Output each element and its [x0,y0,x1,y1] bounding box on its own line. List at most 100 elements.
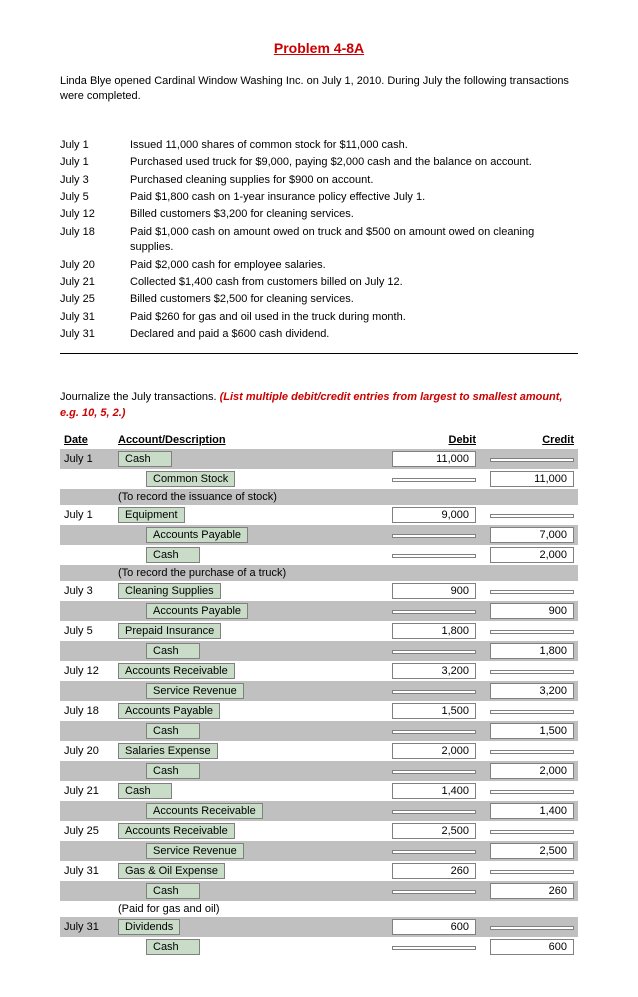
credit-value: 3,200 [490,683,574,699]
journal-row: July 18Accounts Payable 1,500 [60,701,578,721]
credit-value: 7,000 [490,527,574,543]
debit-value: 3,200 [392,663,476,679]
transaction-row: July 31Paid $260 for gas and oil used in… [60,309,578,326]
account-entry: Cash [146,883,200,899]
transactions-list: July 1Issued 11,000 shares of common sto… [60,137,578,344]
debit-value: 900 [392,583,476,599]
journal-credit: 2,000 [480,761,578,781]
credit-value: 1,400 [490,803,574,819]
journal-row: July 21Cash1,400 [60,781,578,801]
account-entry: Accounts Payable [118,703,220,719]
account-entry: Prepaid Insurance [118,623,221,639]
journal-credit [480,489,578,505]
transaction-text: Issued 11,000 shares of common stock for… [130,137,578,154]
debit-value [392,534,476,538]
journal-row: Service Revenue 3,200 [60,681,578,701]
credit-value: 600 [490,939,574,955]
col-date: Date [60,431,114,449]
journal-credit [480,861,578,881]
transaction-date: July 18 [60,224,130,257]
journal-debit: 3,200 [382,661,480,681]
journal-debit: 9,000 [382,505,480,525]
journal-date [60,469,114,489]
account-entry: Cash [146,723,200,739]
journal-credit [480,701,578,721]
journal-date [60,601,114,621]
journal-debit: 600 [382,917,480,937]
journal-credit: 3,200 [480,681,578,701]
journal-account: (To record the purchase of a truck) [114,565,382,581]
transaction-row: July 21Collected $1,400 cash from custom… [60,274,578,291]
journal-row: July 12Accounts Receivable3,200 [60,661,578,681]
journal-account: Service Revenue [114,681,382,701]
account-entry: Service Revenue [146,843,244,859]
journal-credit: 600 [480,937,578,957]
journal-date: July 5 [60,621,114,641]
journal-credit [480,901,578,917]
account-entry: Cleaning Supplies [118,583,221,599]
journal-debit [382,681,480,701]
account-entry: Cash [146,643,200,659]
account-entry: Common Stock [146,471,235,487]
journal-credit [480,741,578,761]
divider [60,353,578,354]
transaction-date: July 20 [60,257,130,274]
journal-account: (Paid for gas and oil) [114,901,382,917]
transaction-text: Collected $1,400 cash from customers bil… [130,274,578,291]
journal-credit: 2,500 [480,841,578,861]
debit-value [392,946,476,950]
transaction-date: July 1 [60,137,130,154]
account-entry: Cash [118,783,172,799]
credit-value: 1,500 [490,723,574,739]
credit-value: 1,800 [490,643,574,659]
journal-account: Cash [114,641,382,661]
journal-account: Equipment [114,505,382,525]
transaction-row: July 1Issued 11,000 shares of common sto… [60,137,578,154]
account-entry: Accounts Payable [146,603,248,619]
journal-debit [382,881,480,901]
journal-debit: 1,800 [382,621,480,641]
transaction-date: July 21 [60,274,130,291]
journal-date: July 31 [60,917,114,937]
debit-value [392,610,476,614]
journal-date [60,641,114,661]
journal-credit [480,781,578,801]
account-entry: Accounts Receivable [118,823,235,839]
debit-value [392,890,476,894]
account-entry: Accounts Receivable [146,803,263,819]
credit-value [490,670,574,674]
journal-row: Service Revenue 2,500 [60,841,578,861]
debit-value: 1,500 [392,703,476,719]
journal-account: Cash [114,881,382,901]
journal-date: July 1 [60,449,114,469]
journal-date: July 25 [60,821,114,841]
journal-debit [382,937,480,957]
journal-account: Common Stock [114,469,382,489]
account-entry: Dividends [118,919,180,935]
debit-value [392,770,476,774]
journal-credit: 260 [480,881,578,901]
credit-value [490,710,574,714]
debit-value [392,650,476,654]
journal-account: Accounts Payable [114,601,382,621]
transaction-row: July 20Paid $2,000 cash for employee sal… [60,257,578,274]
journal-credit: 900 [480,601,578,621]
journal-date: July 18 [60,701,114,721]
account-entry: Equipment [118,507,185,523]
journal-row: July 3Cleaning Supplies900 [60,581,578,601]
transaction-row: July 1Purchased used truck for $9,000, p… [60,154,578,171]
journal-row: Accounts Payable 900 [60,601,578,621]
journal-account: Accounts Payable [114,701,382,721]
journal-debit: 2,000 [382,741,480,761]
journal-credit [480,565,578,581]
journal-credit [480,821,578,841]
debit-value [392,554,476,558]
transaction-text: Billed customers $2,500 for cleaning ser… [130,291,578,308]
journal-row: July 31Gas & Oil Expense260 [60,861,578,881]
account-entry: Accounts Payable [146,527,248,543]
journal-account: Accounts Receivable [114,801,382,821]
journal-account: Cash [114,937,382,957]
account-entry: Accounts Receivable [118,663,235,679]
credit-value [490,630,574,634]
credit-value [490,830,574,834]
